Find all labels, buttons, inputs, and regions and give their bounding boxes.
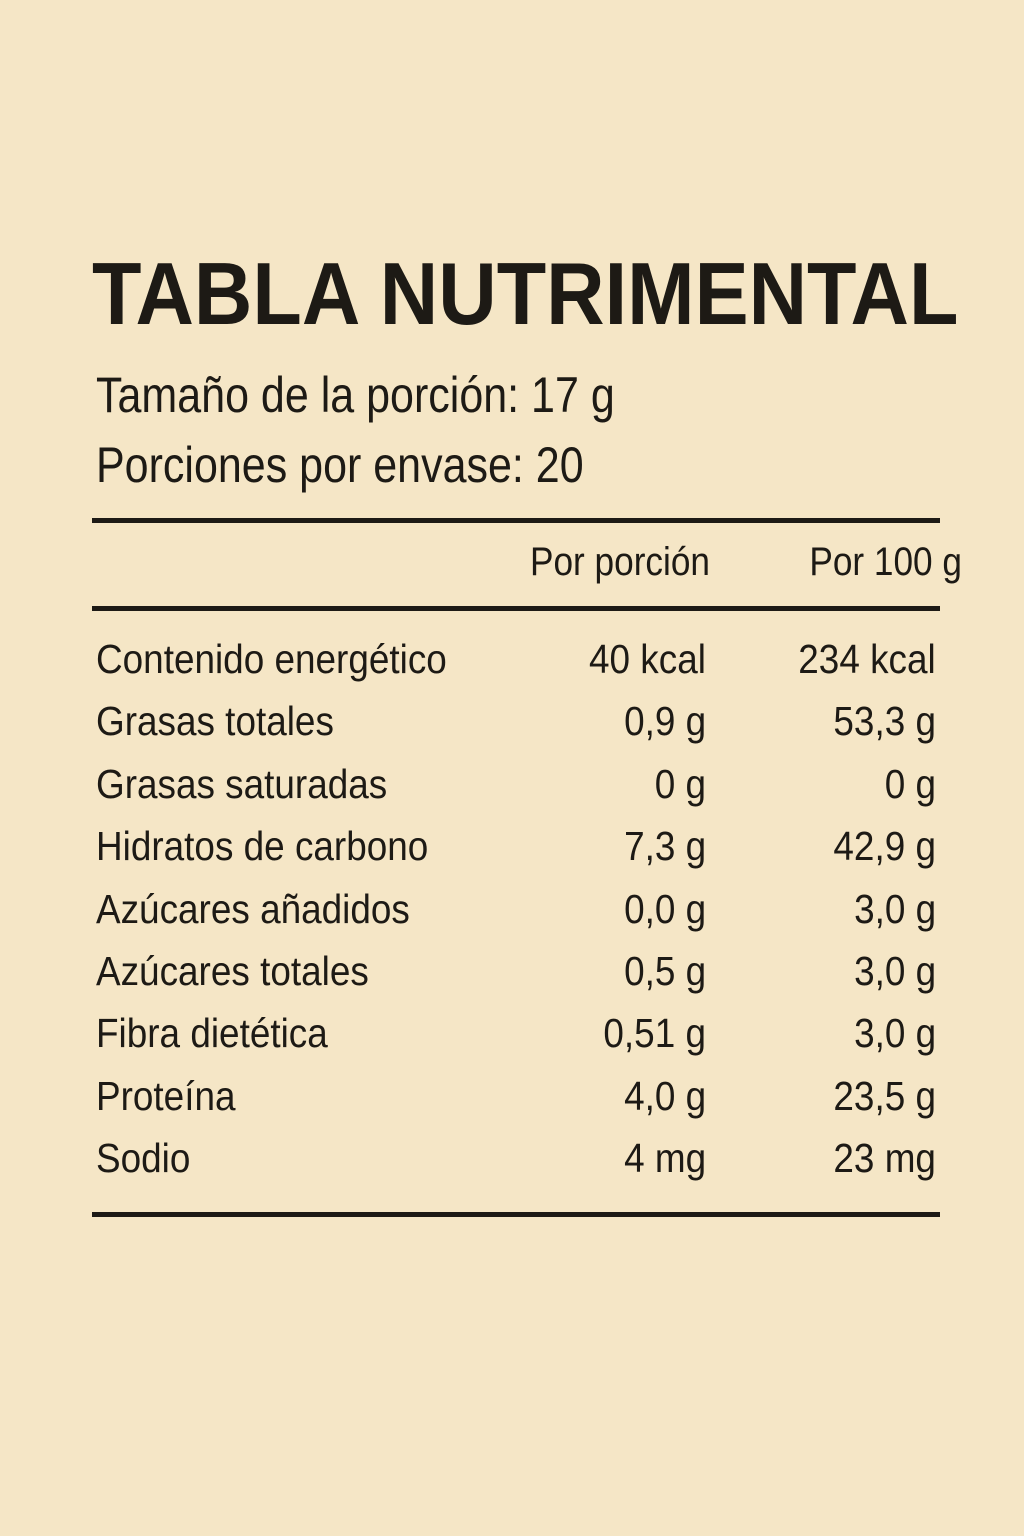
divider-bottom (92, 1212, 940, 1217)
nutrient-per-100g: 53,3 g (833, 698, 936, 745)
serving-size: Tamaño de la porción: 17 g (96, 367, 615, 423)
nutrient-name: Azúcares totales (96, 947, 369, 994)
nutrient-per-100g: 234 kcal (798, 636, 936, 682)
column-header-per-100g: Por 100 g (809, 540, 962, 584)
nutrient-per-portion: 0,51 g (603, 1010, 706, 1057)
nutrient-per-100g: 42,9 g (833, 823, 936, 870)
label-title: TABLA NUTRIMENTAL (92, 244, 959, 343)
column-header-per-portion: Por porción (530, 540, 711, 584)
nutrient-row-sodium: Sodio 4 mg 23 mg (92, 1127, 940, 1189)
nutrient-per-portion: 0,9 g (623, 698, 706, 745)
nutrient-name: Fibra dietética (96, 1010, 328, 1057)
nutrient-name: Contenido energético (96, 636, 447, 682)
nutrient-row-saturated-fat: Grasas saturadas 0 g 0 g (92, 753, 940, 815)
nutrient-per-100g: 23 mg (833, 1135, 936, 1182)
nutrient-per-100g: 3,0 g (853, 885, 936, 932)
nutrient-name: Grasas totales (96, 698, 334, 745)
nutrient-per-100g: 3,0 g (853, 1010, 936, 1057)
nutrient-row-total-fat: Grasas totales 0,9 g 53,3 g (92, 690, 940, 752)
nutrient-row-fiber: Fibra dietética 0,51 g 3,0 g (92, 1002, 940, 1064)
nutrient-row-energy: Contenido energético 40 kcal 234 kcal (92, 628, 940, 690)
servings-per-container: Porciones por envase: 20 (96, 437, 584, 493)
nutrition-label: TABLA NUTRIMENTAL Tamaño de la porción: … (92, 244, 962, 1217)
nutrient-per-portion: 0,5 g (623, 947, 706, 994)
nutrient-name: Sodio (96, 1135, 191, 1182)
nutrient-name: Grasas saturadas (96, 760, 388, 807)
nutrient-per-portion: 0,0 g (623, 885, 706, 932)
nutrient-row-total-sugars: Azúcares totales 0,5 g 3,0 g (92, 940, 940, 1002)
nutrient-name: Azúcares añadidos (96, 885, 410, 932)
divider-header (92, 606, 940, 611)
nutrient-row-carbohydrates: Hidratos de carbono 7,3 g 42,9 g (92, 815, 940, 877)
nutrient-per-100g: 23,5 g (833, 1072, 936, 1119)
nutrient-table: Contenido energético 40 kcal 234 kcal Gr… (92, 628, 940, 1190)
divider-top (92, 518, 940, 523)
nutrient-name: Hidratos de carbono (96, 823, 429, 870)
nutrient-per-portion: 0 g (654, 760, 706, 807)
nutrient-name: Proteína (96, 1072, 236, 1119)
nutrient-row-protein: Proteína 4,0 g 23,5 g (92, 1065, 940, 1127)
nutrient-per-100g: 3,0 g (853, 947, 936, 994)
nutrient-per-portion: 40 kcal (589, 636, 706, 682)
nutrient-per-100g: 0 g (884, 760, 936, 807)
nutrient-row-added-sugars: Azúcares añadidos 0,0 g 3,0 g (92, 878, 940, 940)
nutrient-per-portion: 4,0 g (623, 1072, 706, 1119)
nutrient-per-portion: 7,3 g (623, 823, 706, 870)
nutrient-per-portion: 4 mg (623, 1135, 706, 1182)
